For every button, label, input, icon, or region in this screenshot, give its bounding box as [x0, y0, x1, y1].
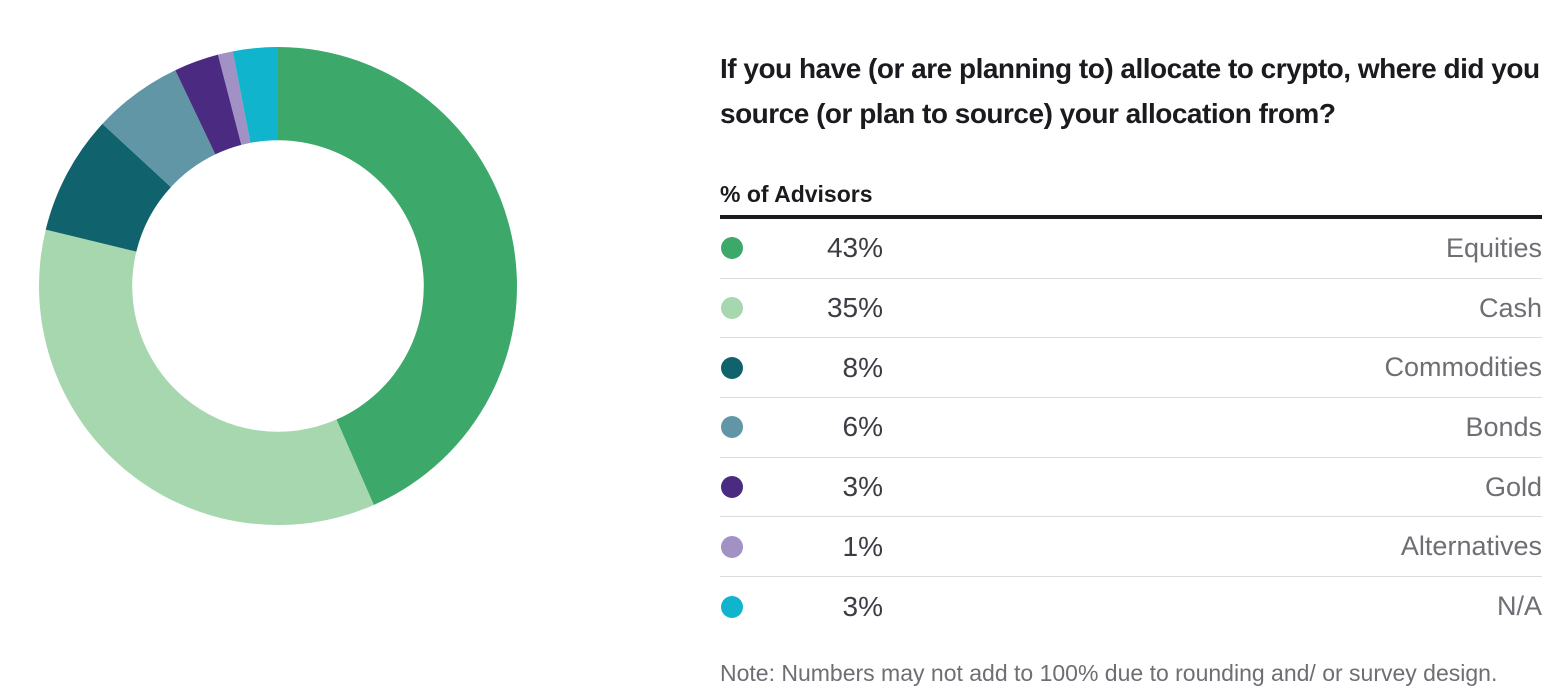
- legend-row-commodities: 8% Commodities: [720, 338, 1542, 399]
- legend-label-alternatives: Alternatives: [1400, 531, 1542, 562]
- legend-label-gold: Gold: [1484, 471, 1542, 502]
- header-rule: [720, 215, 1542, 219]
- legend-row-equities: 43% Equities: [720, 219, 1542, 279]
- legend-row-n-a: 3% N/A: [720, 577, 1542, 637]
- donut-segment-gold: [175, 54, 242, 155]
- cash-color-swatch: [721, 297, 743, 320]
- legend-value-alternatives: 1%: [842, 530, 883, 562]
- legend-value-commodities: 8%: [842, 351, 883, 383]
- commodities-color-swatch: [721, 356, 743, 379]
- legend-label-cash: Cash: [1478, 292, 1542, 323]
- donut-segment-alternatives: [217, 51, 251, 145]
- donut-segment-bonds: [102, 70, 216, 188]
- donut-chart: [39, 47, 517, 525]
- legend-value-cash: 35%: [826, 292, 883, 324]
- donut-segment-equities: [278, 47, 517, 505]
- legend-label-n-a: N/A: [1496, 591, 1542, 622]
- legend-table: 43% Equities 35% Cash 8% Commodities 6% Bonds 3%…: [720, 219, 1542, 637]
- donut-segment-commodities: [45, 123, 171, 252]
- legend-row-gold: 3% Gold: [720, 458, 1542, 518]
- alternatives-color-swatch: [721, 535, 743, 558]
- legend-row-cash: 35% Cash: [720, 279, 1542, 339]
- legend-value-bonds: 6%: [842, 411, 883, 443]
- equities-color-swatch: [721, 237, 743, 260]
- page-title: If you have (or are planning to) allocat…: [720, 53, 1540, 129]
- survey-results-panel: If you have (or are planning to) allocat…: [720, 0, 1542, 692]
- table-header: % of Advisors: [720, 181, 873, 207]
- legend-value-gold: 3%: [842, 471, 883, 503]
- legend-row-alternatives: 1% Alternatives: [720, 517, 1542, 578]
- donut-segment-cash: [39, 229, 374, 525]
- legend-label-bonds: Bonds: [1465, 411, 1542, 442]
- donut-chart-svg: [39, 47, 517, 525]
- donut-segment-n-a: [232, 47, 278, 143]
- n-a-color-swatch: [721, 595, 743, 618]
- legend-label-commodities: Commodities: [1384, 352, 1542, 383]
- legend-value-n-a: 3%: [842, 590, 883, 622]
- footnote: Note: Numbers may not add to 100% due to…: [720, 660, 1498, 686]
- bonds-color-swatch: [721, 416, 743, 439]
- gold-color-swatch: [721, 476, 743, 499]
- legend-label-equities: Equities: [1445, 232, 1542, 263]
- legend-value-equities: 43%: [826, 232, 883, 264]
- legend-row-bonds: 6% Bonds: [720, 398, 1542, 458]
